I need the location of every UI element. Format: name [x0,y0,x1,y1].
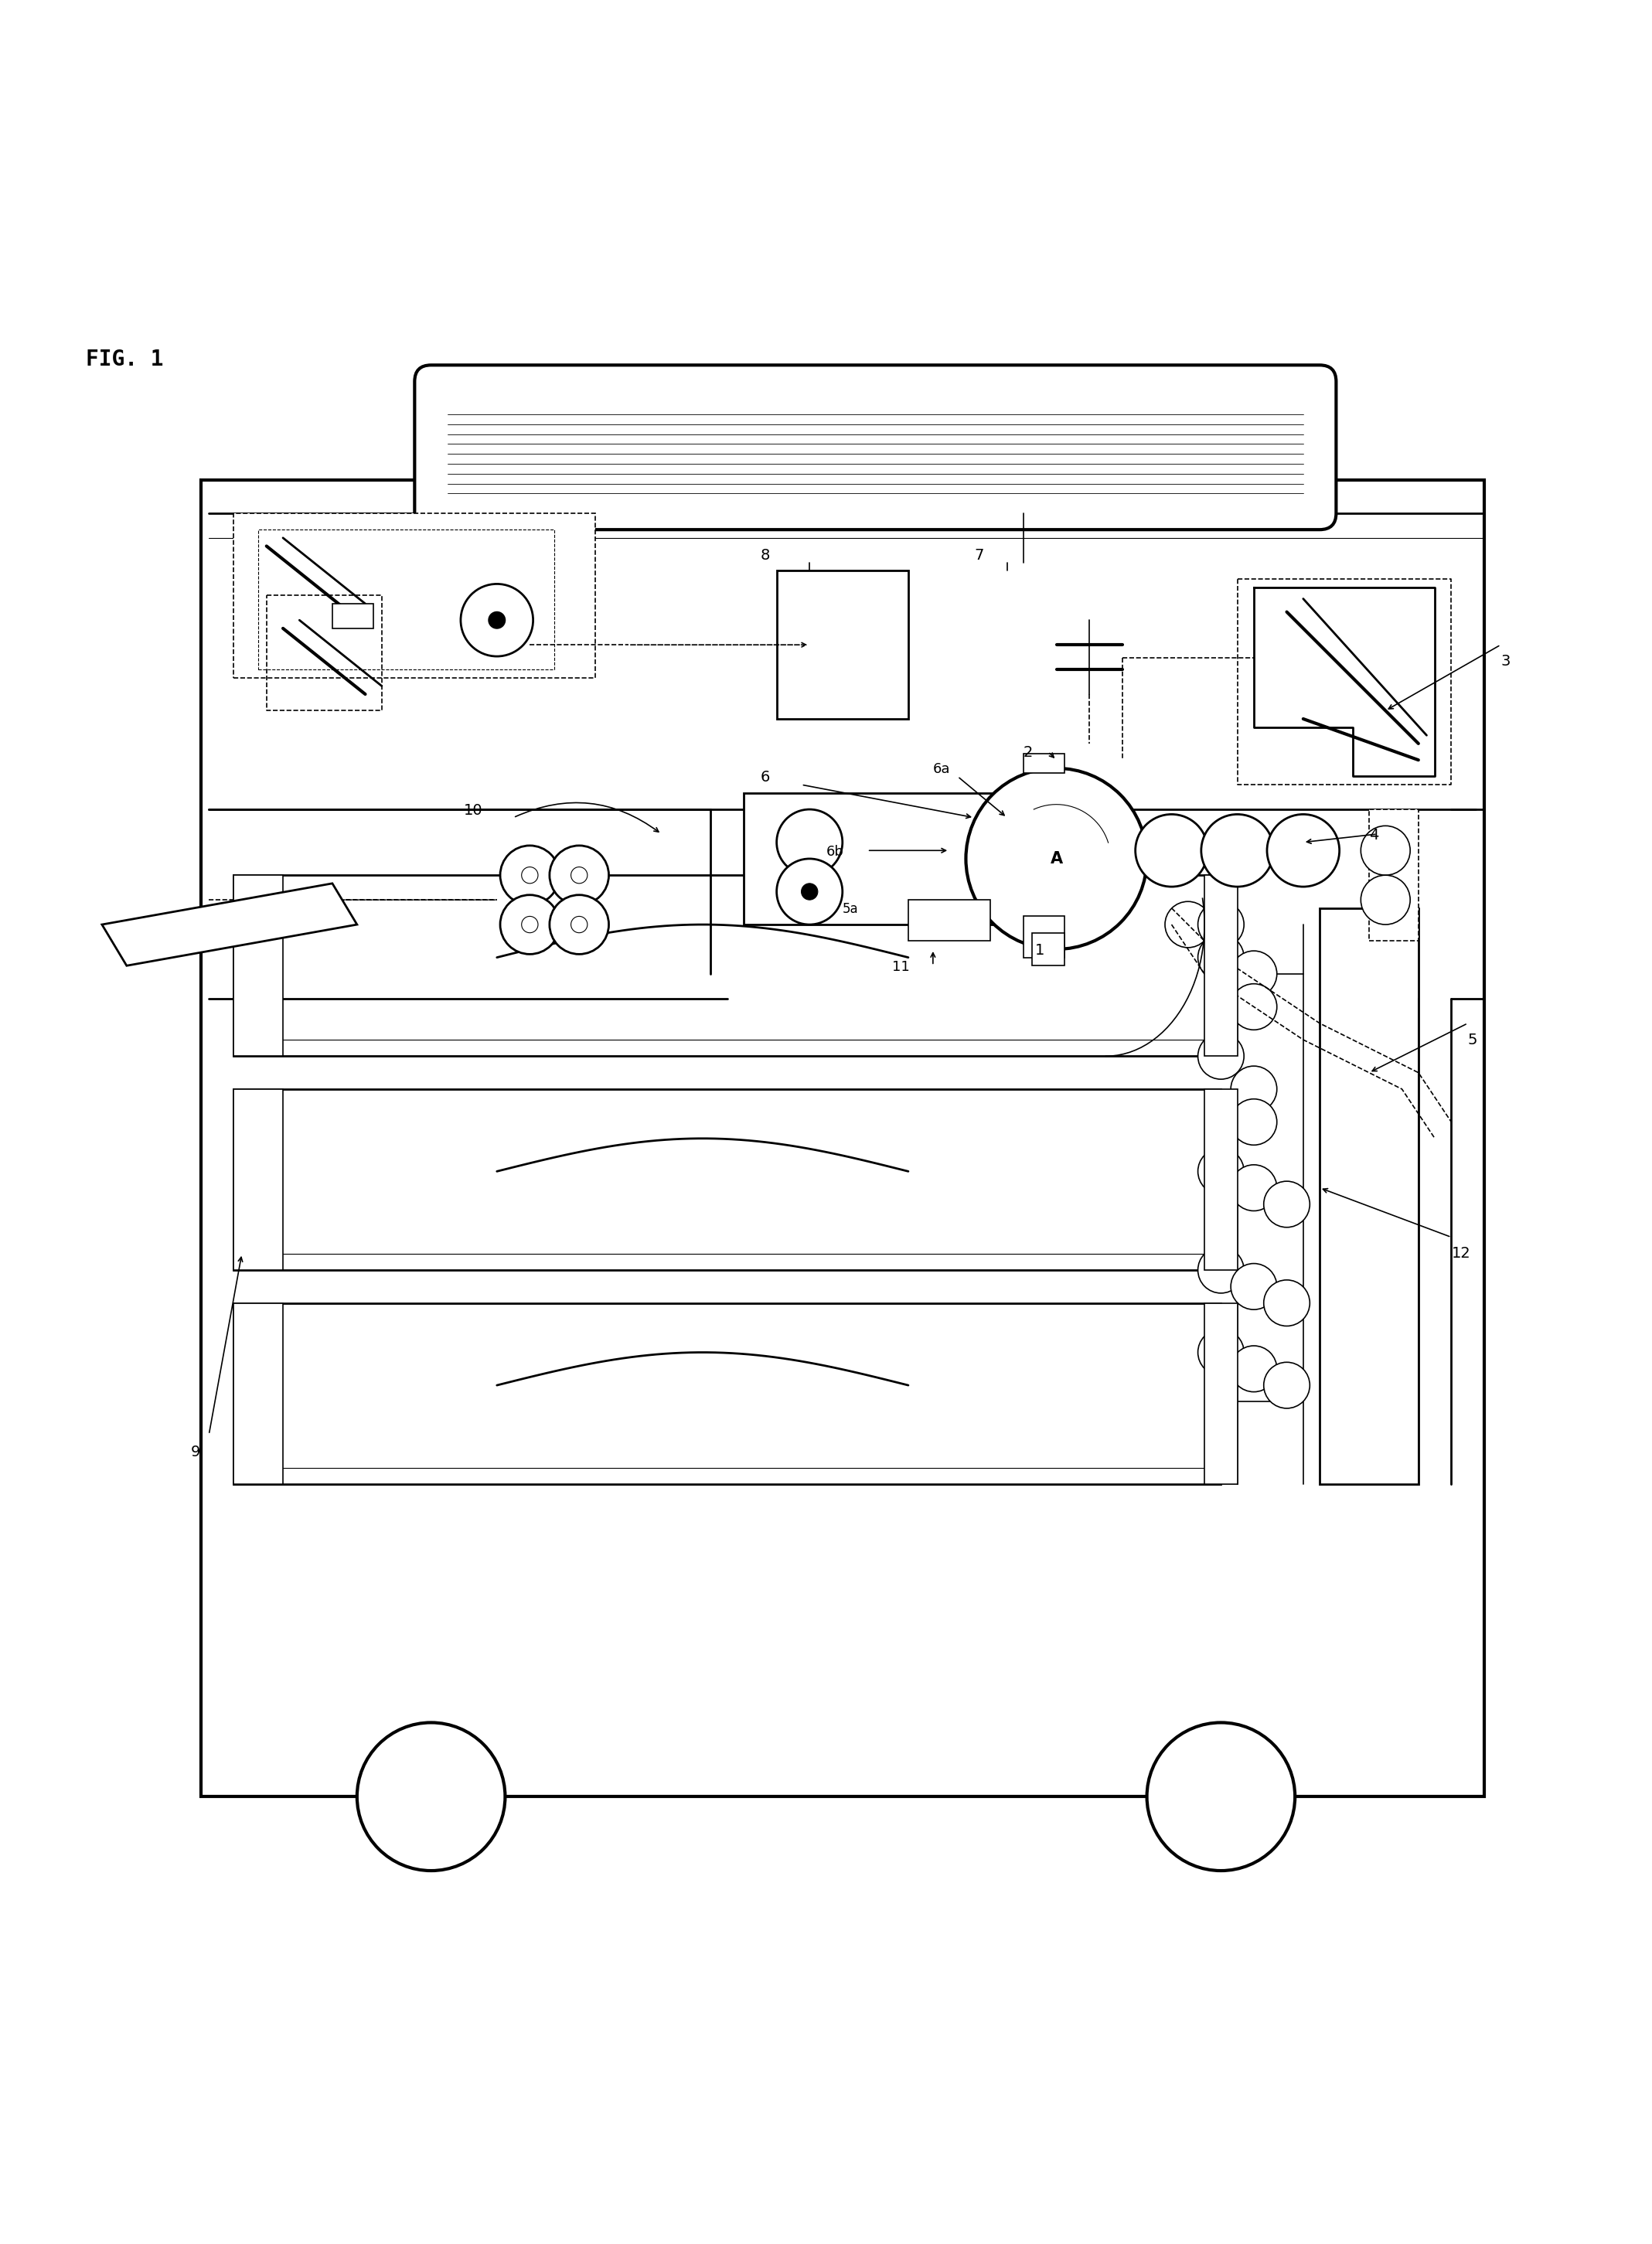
Text: 4: 4 [1370,828,1379,842]
Circle shape [550,846,610,904]
FancyBboxPatch shape [415,366,1336,530]
Circle shape [1264,1180,1310,1227]
Text: 9: 9 [192,1445,200,1459]
Circle shape [501,846,560,904]
Bar [909,900,991,940]
Circle shape [1201,815,1274,886]
Text: FIG. 1: FIG. 1 [86,348,164,370]
Circle shape [357,1723,506,1871]
Circle shape [1198,1248,1244,1293]
Circle shape [1198,1032,1244,1079]
Circle shape [1198,1149,1244,1194]
Bar [233,875,1221,1057]
Bar [233,1304,282,1483]
Text: 5a: 5a [843,902,859,916]
Bar [743,792,1008,925]
Text: 5: 5 [1467,1032,1477,1048]
Bar [233,1304,1221,1483]
Bar [1204,1088,1237,1270]
Bar [258,530,555,669]
Bar [233,875,282,1057]
Circle shape [1146,1723,1295,1871]
Circle shape [1231,1066,1277,1113]
Circle shape [550,895,610,954]
Bar [1024,916,1064,958]
Text: 12: 12 [1452,1245,1470,1261]
Circle shape [1198,934,1244,981]
Circle shape [572,866,588,884]
Circle shape [801,884,818,900]
Text: 7: 7 [975,548,983,563]
Text: 11: 11 [892,960,909,974]
Bar [1204,1304,1237,1483]
Circle shape [489,613,506,628]
Polygon shape [102,884,357,965]
Circle shape [1231,1165,1277,1212]
Circle shape [1165,902,1211,947]
Bar [1320,909,1419,1483]
Circle shape [1231,1100,1277,1144]
Text: 1: 1 [1036,942,1044,958]
Circle shape [1198,1328,1244,1376]
Bar [1370,810,1419,940]
Circle shape [1231,1263,1277,1310]
Circle shape [1198,902,1244,947]
Text: 3: 3 [1500,653,1510,669]
Circle shape [776,859,843,925]
Bar [332,604,373,628]
Text: 6a: 6a [933,763,950,776]
Circle shape [1135,815,1208,886]
Bar [1032,934,1064,965]
Circle shape [461,583,534,655]
Circle shape [522,916,539,934]
Circle shape [1267,815,1340,886]
Text: 8: 8 [760,548,770,563]
Circle shape [1231,1346,1277,1391]
Text: 2: 2 [1024,745,1032,761]
Text: 6: 6 [760,770,770,785]
Circle shape [966,767,1146,949]
Bar [776,570,909,718]
Bar [233,514,596,678]
Text: 10: 10 [464,803,482,817]
Circle shape [1264,1279,1310,1326]
Bar [233,1088,1221,1270]
Circle shape [776,810,843,875]
Text: A: A [1051,850,1062,866]
Bar [1024,754,1064,774]
Text: 6b: 6b [826,844,844,859]
Circle shape [501,895,560,954]
Circle shape [1361,826,1411,875]
Bar [200,480,1483,1797]
Circle shape [1264,1362,1310,1409]
Circle shape [572,916,588,934]
Bar [233,1088,282,1270]
Circle shape [1231,983,1277,1030]
Circle shape [522,866,539,884]
Circle shape [1231,951,1277,996]
Bar [1204,875,1237,1057]
Circle shape [1361,875,1411,925]
